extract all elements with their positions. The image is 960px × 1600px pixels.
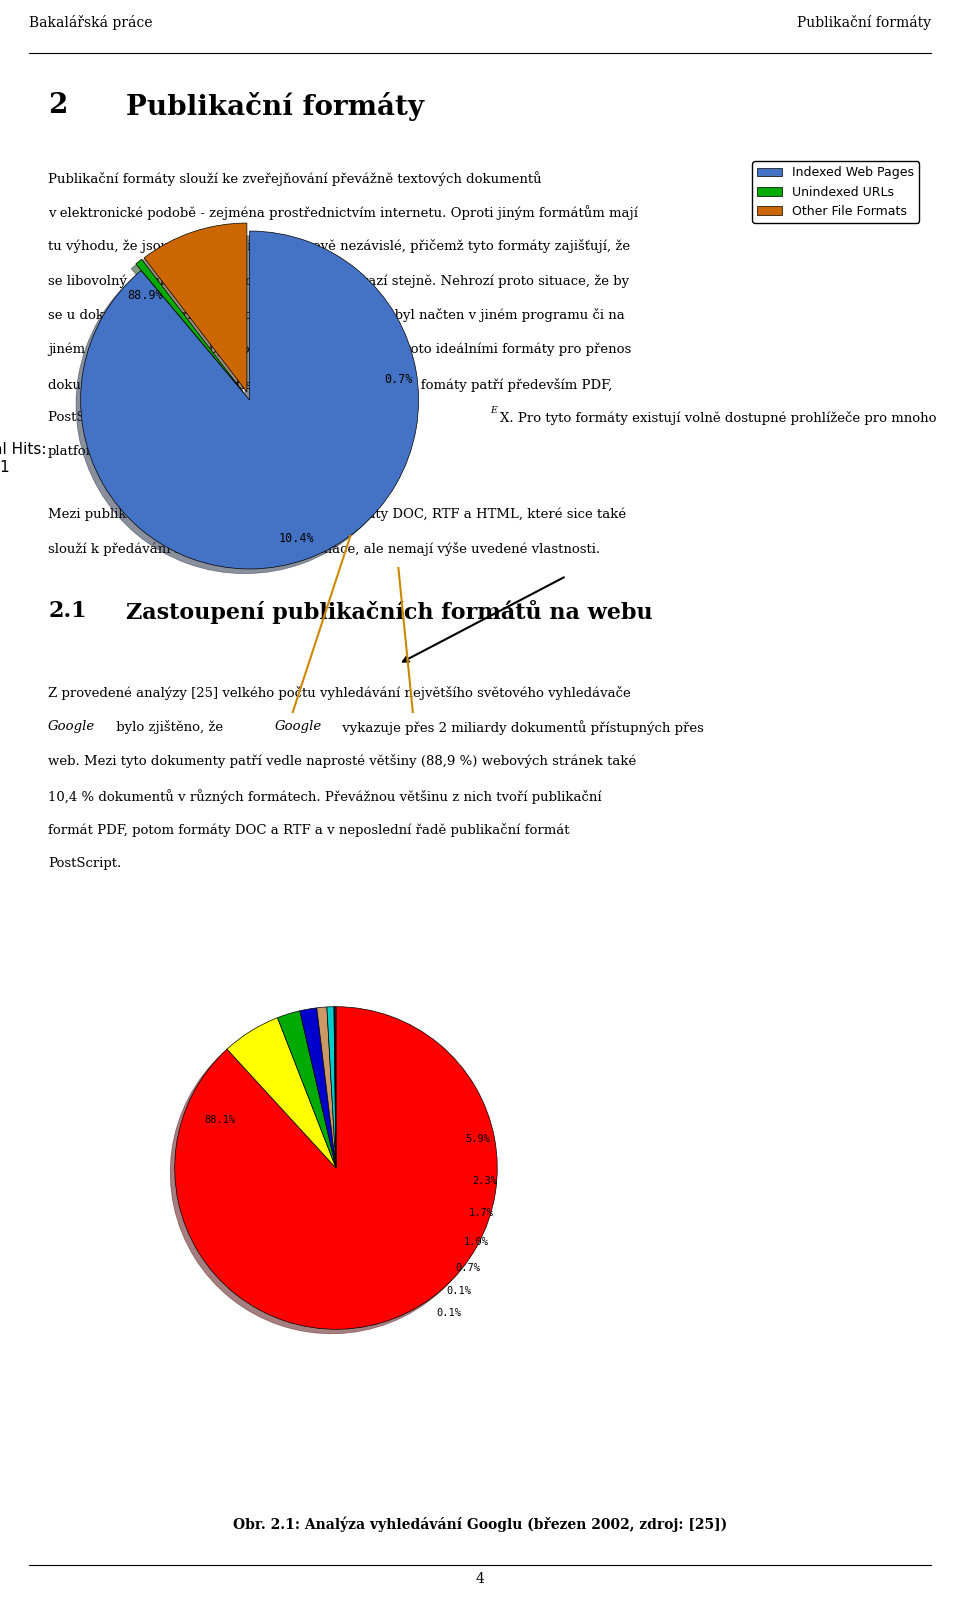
Text: 0.7%: 0.7% (456, 1262, 481, 1274)
Text: 5.9%: 5.9% (466, 1134, 491, 1144)
Wedge shape (144, 222, 247, 392)
Text: 1.7%: 1.7% (468, 1208, 493, 1218)
Text: 4: 4 (475, 1573, 485, 1586)
Text: web. Mezi tyto dokumenty patří vedle naprosté většiny (88,9 %) webových stránek : web. Mezi tyto dokumenty patří vedle nap… (48, 755, 636, 768)
Text: 10,4 % dokumentů v různých formátech. Převážnou většinu z nich tvoří publikační: 10,4 % dokumentů v různých formátech. Př… (48, 789, 602, 803)
Text: Mezi publikační formáty nopočítáme např. formáty DOC, RTF a HTML, které sice tak: Mezi publikační formáty nopočítáme např.… (48, 507, 626, 522)
Text: vykazuje přes 2 miliardy dokumentů přístupných přes: vykazuje přes 2 miliardy dokumentů příst… (338, 720, 705, 734)
Wedge shape (135, 259, 244, 394)
Text: dokumentů určených pro vytisknutí na papír. Mezi tyto fomáty patří především PDF: dokumentů určených pro vytisknutí na pap… (48, 376, 612, 392)
Text: Publikační formáty slouží ke zveřejňování převážně textových dokumentů: Publikační formáty slouží ke zveřejňován… (48, 171, 541, 186)
Wedge shape (300, 1008, 336, 1168)
Text: Bakalářská práce: Bakalářská práce (29, 14, 153, 30)
Text: Z provedené analýzy [25] velkého počtu vyhledávání největšího světového vyhledáv: Z provedené analýzy [25] velkého počtu v… (48, 686, 631, 699)
Text: 88.9%: 88.9% (127, 288, 162, 302)
Wedge shape (317, 1006, 336, 1168)
Text: se libovolný dokument na všech zařízeních zobrazí stejně. Nehrozí proto situace,: se libovolný dokument na všech zařízeníc… (48, 274, 629, 288)
Text: PostScript a T: PostScript a T (48, 411, 142, 424)
Legend: Indexed Web Pages, Unindexed URLs, Other File Formats: Indexed Web Pages, Unindexed URLs, Other… (753, 162, 919, 222)
Text: jiném systému, než kde byl dokument pořízen. Jsou proto ideálními formáty pro př: jiném systému, než kde byl dokument poří… (48, 342, 632, 355)
Text: platforem.: platforem. (48, 445, 117, 459)
Text: formát PDF, potom formáty DOC a RTF a v neposlední řadě publikační formát: formát PDF, potom formáty DOC a RTF a v … (48, 822, 569, 837)
Text: 0.1%: 0.1% (437, 1309, 462, 1318)
Text: tu výhodu, že jsou systémově i hardwarově nezávislé, přičemž tyto formáty zajišť: tu výhodu, že jsou systémově i hardwarov… (48, 240, 630, 253)
Text: 2.3%: 2.3% (472, 1176, 497, 1186)
Text: v elektronické podobě - zejména prostřednictvím internetu. Oproti jiným formátům: v elektronické podobě - zejména prostřed… (48, 205, 638, 219)
Wedge shape (335, 1006, 336, 1168)
Text: X. Pro tyto formáty existují volně dostupné prohlížeče pro mnoho: X. Pro tyto formáty existují volně dostu… (500, 411, 936, 426)
Text: 0.7%: 0.7% (384, 373, 413, 386)
Wedge shape (326, 1006, 336, 1168)
Wedge shape (277, 1011, 336, 1168)
Text: slouží k předávání zejména textové informace, ale nemají výše uvedené vlastnosti: slouží k předávání zejména textové infor… (48, 541, 600, 555)
Text: 88.1%: 88.1% (204, 1115, 235, 1125)
Text: Total Hits:
8371: Total Hits: 8371 (0, 442, 46, 475)
Text: PostScript.: PostScript. (48, 858, 121, 870)
Text: 2.1: 2.1 (48, 600, 86, 622)
Wedge shape (227, 1018, 336, 1168)
Text: bylo zjištěno, že: bylo zjištěno, že (112, 720, 228, 734)
Text: 10.4%: 10.4% (279, 533, 315, 546)
Text: 2: 2 (48, 91, 67, 118)
Wedge shape (334, 1006, 336, 1168)
Text: 1.0%: 1.0% (464, 1237, 489, 1246)
Wedge shape (175, 1006, 497, 1330)
Text: 0.1%: 0.1% (446, 1285, 471, 1296)
Text: Google: Google (48, 720, 95, 733)
Text: Publikační formáty: Publikační formáty (797, 14, 931, 30)
Wedge shape (81, 230, 419, 570)
Text: se u dokumentu „rozhodilo“ formátování, pokud by byl načten v jiném programu či : se u dokumentu „rozhodilo“ formátování, … (48, 309, 625, 322)
Text: Publikační formáty: Publikační formáty (126, 91, 423, 122)
Text: Google: Google (275, 720, 322, 733)
Text: Obr. 2.1: Analýza vyhledávání Googlu (březen 2002, zdroj: [25]): Obr. 2.1: Analýza vyhledávání Googlu (bř… (233, 1517, 727, 1533)
Text: E: E (491, 406, 497, 416)
Text: Zastoupení publikačních formátů na webu: Zastoupení publikačních formátů na webu (126, 600, 653, 624)
